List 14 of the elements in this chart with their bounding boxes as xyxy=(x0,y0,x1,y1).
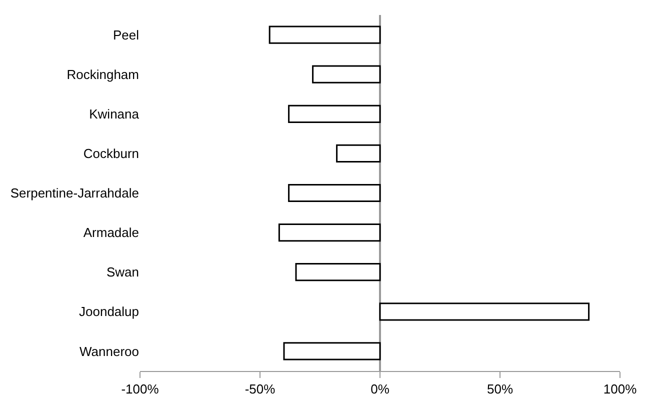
x-tick-label: 50% xyxy=(486,382,514,397)
x-tick-label: -100% xyxy=(121,382,160,397)
y-tick-label: Kwinana xyxy=(89,106,140,122)
y-tick-label: Serpentine-Jarrahdale xyxy=(10,186,139,201)
y-tick-label: Cockburn xyxy=(83,146,139,161)
x-tick-label: 100% xyxy=(603,382,638,397)
x-tick-label: 0% xyxy=(370,382,390,397)
y-tick-label: Wanneroo xyxy=(80,344,139,359)
y-tick-label: Joondalup xyxy=(79,304,139,320)
x-tick-label: -50% xyxy=(244,382,276,397)
y-tick-label: Swan xyxy=(106,264,139,280)
y-tick-label: Rockingham xyxy=(66,66,139,82)
y-tick-label: Armadale xyxy=(83,225,139,240)
y-tick-label: Peel xyxy=(112,27,140,42)
